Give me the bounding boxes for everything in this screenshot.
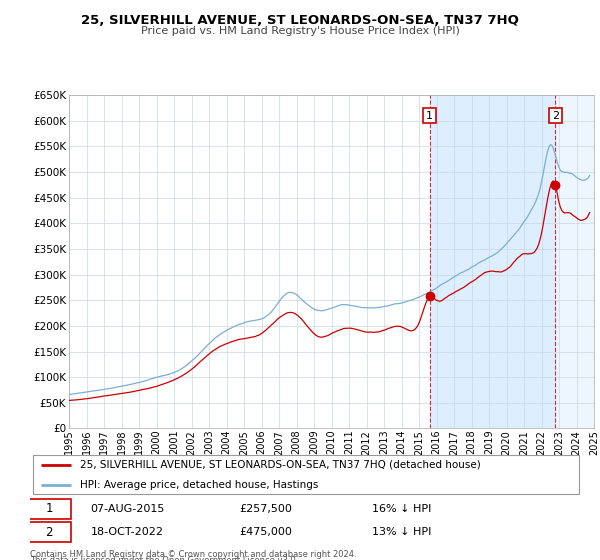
Text: HPI: Average price, detached house, Hastings: HPI: Average price, detached house, Hast…	[80, 480, 318, 489]
FancyBboxPatch shape	[27, 522, 71, 543]
Text: 07-AUG-2015: 07-AUG-2015	[91, 503, 165, 514]
Text: 13% ↓ HPI: 13% ↓ HPI	[372, 528, 431, 538]
FancyBboxPatch shape	[33, 455, 579, 494]
Text: 18-OCT-2022: 18-OCT-2022	[91, 528, 164, 538]
Text: £475,000: £475,000	[240, 528, 293, 538]
Text: 1: 1	[426, 111, 433, 121]
FancyBboxPatch shape	[27, 498, 71, 519]
Text: This data is licensed under the Open Government Licence v3.0.: This data is licensed under the Open Gov…	[30, 556, 298, 560]
Text: 2: 2	[552, 111, 559, 121]
Text: Price paid vs. HM Land Registry's House Price Index (HPI): Price paid vs. HM Land Registry's House …	[140, 26, 460, 36]
Text: 2: 2	[46, 526, 53, 539]
Text: 1: 1	[46, 502, 53, 515]
Text: 25, SILVERHILL AVENUE, ST LEONARDS-ON-SEA, TN37 7HQ (detached house): 25, SILVERHILL AVENUE, ST LEONARDS-ON-SE…	[80, 460, 481, 469]
Bar	[556, 95, 594, 428]
Bar	[430, 95, 556, 428]
Text: Contains HM Land Registry data © Crown copyright and database right 2024.: Contains HM Land Registry data © Crown c…	[30, 550, 356, 559]
Text: 16% ↓ HPI: 16% ↓ HPI	[372, 503, 431, 514]
Text: £257,500: £257,500	[240, 503, 293, 514]
Text: 25, SILVERHILL AVENUE, ST LEONARDS-ON-SEA, TN37 7HQ: 25, SILVERHILL AVENUE, ST LEONARDS-ON-SE…	[81, 14, 519, 27]
